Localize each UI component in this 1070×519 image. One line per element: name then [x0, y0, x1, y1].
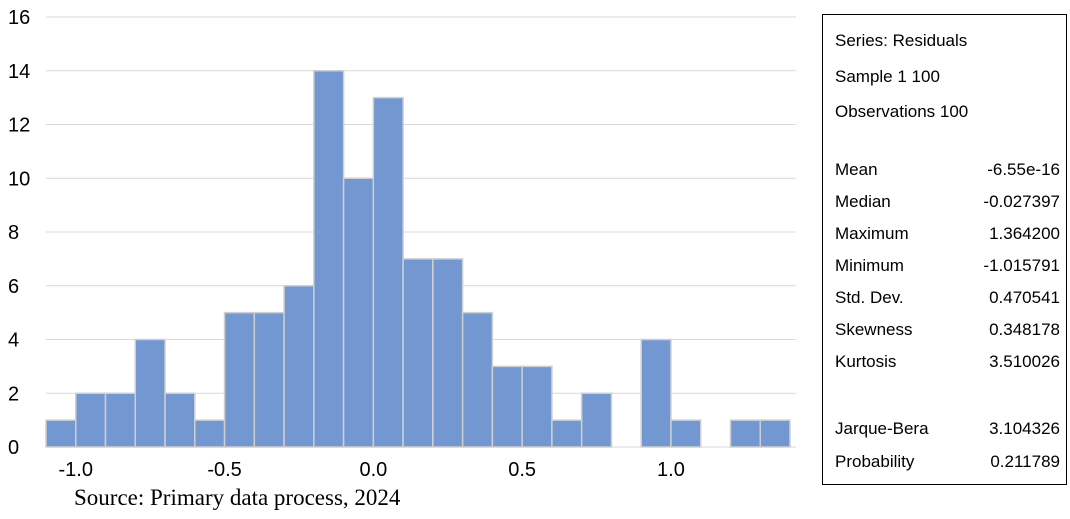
sample-range: Sample 1 100 — [835, 67, 940, 86]
histogram-bar — [729, 419, 761, 448]
histogram-bar — [253, 311, 285, 448]
y-tick-label: 14 — [8, 61, 30, 83]
x-tick-label: 1.0 — [657, 459, 685, 480]
stat-value: -1.015791 — [983, 256, 1060, 275]
x-tick-label: 0.0 — [359, 459, 387, 480]
stat-value: 3.510026 — [989, 352, 1060, 371]
stat-value: 3.104326 — [989, 419, 1060, 438]
statistics-panel: Series: Residuals Sample 1 100 Observati… — [822, 14, 1067, 485]
y-axis-ticks: 0 2 4 6 8 10 12 14 16 — [8, 7, 30, 459]
stat-value: -0.027397 — [983, 192, 1060, 211]
stat-value: 0.211789 — [990, 452, 1060, 471]
y-tick-label: 0 — [8, 437, 19, 459]
stat-label: Minimum — [835, 256, 904, 275]
y-tick-label: 2 — [8, 383, 19, 405]
histogram-bar — [372, 96, 404, 448]
stat-label: Std. Dev. — [835, 288, 904, 307]
series-name: Series: Residuals — [835, 31, 968, 50]
histogram-bar — [342, 177, 375, 448]
stat-value: 1.364200 — [989, 224, 1060, 243]
stat-row-kurtosis: Kurtosis 3.510026 — [835, 352, 1060, 376]
stat-row-median: Median -0.027397 — [835, 192, 1060, 216]
y-tick-label: 6 — [8, 276, 19, 298]
histogram-bar — [640, 338, 672, 448]
y-tick-label: 12 — [8, 115, 30, 137]
histogram-bar — [134, 338, 166, 448]
histogram-bar — [223, 311, 256, 448]
histogram-bars — [45, 70, 791, 448]
stat-row-mean: Mean -6.55e-16 — [835, 160, 1060, 184]
stat-row-maximum: Maximum 1.364200 — [835, 224, 1060, 248]
stat-row-std-dev: Std. Dev. 0.470541 — [835, 288, 1060, 312]
histogram-bar — [759, 419, 791, 448]
stat-label: Kurtosis — [835, 352, 897, 371]
histogram-bar — [75, 392, 107, 448]
stat-row-skewness: Skewness 0.348178 — [835, 320, 1060, 344]
observations-count: Observations 100 — [835, 102, 969, 121]
histogram-bar — [580, 392, 613, 448]
stat-value: 0.470541 — [989, 288, 1060, 307]
x-axis-ticks: -1.0 -0.5 0.0 0.5 1.0 — [59, 459, 685, 480]
stat-label: Median — [835, 192, 891, 211]
histogram-chart: 0 2 4 6 8 10 12 14 16 -1.0 -0.5 0.0 0.5 1.0 — [8, 7, 796, 480]
stat-value: -6.55e-16 — [987, 160, 1060, 179]
y-tick-label: 10 — [8, 168, 30, 190]
histogram-bar — [461, 311, 494, 448]
stat-label: Mean — [835, 160, 878, 179]
stat-row-jarque-bera: Jarque-Bera 3.104326 — [835, 419, 1060, 443]
y-tick-label: 8 — [8, 222, 19, 244]
histogram-bar — [194, 419, 226, 448]
stat-label: Maximum — [835, 224, 909, 243]
histogram-bar — [45, 419, 77, 448]
x-tick-label: 0.5 — [508, 459, 536, 480]
histogram-bar — [432, 258, 464, 448]
histogram-bar — [521, 365, 553, 448]
histogram-bar — [491, 365, 523, 448]
y-tick-label: 4 — [8, 330, 19, 352]
histogram-bar — [283, 285, 315, 448]
histogram-bar — [313, 70, 345, 448]
x-tick-label: -1.0 — [59, 459, 93, 480]
stat-row-probability: Probability 0.211789 — [835, 452, 1060, 476]
stat-value: 0.348178 — [989, 320, 1060, 339]
y-tick-label: 16 — [8, 7, 30, 29]
source-caption: Source: Primary data process, 2024 — [74, 485, 401, 510]
histogram-bar — [670, 419, 702, 448]
x-tick-label: -0.5 — [207, 459, 241, 480]
stat-label: Skewness — [835, 320, 913, 339]
histogram-bar — [551, 419, 583, 448]
stat-label: Jarque-Bera — [835, 419, 929, 438]
histogram-bar — [104, 392, 137, 448]
histogram-bar — [402, 258, 434, 448]
stat-row-minimum: Minimum -1.015791 — [835, 256, 1060, 280]
histogram-bar — [164, 392, 196, 448]
stat-label: Probability — [835, 452, 915, 471]
